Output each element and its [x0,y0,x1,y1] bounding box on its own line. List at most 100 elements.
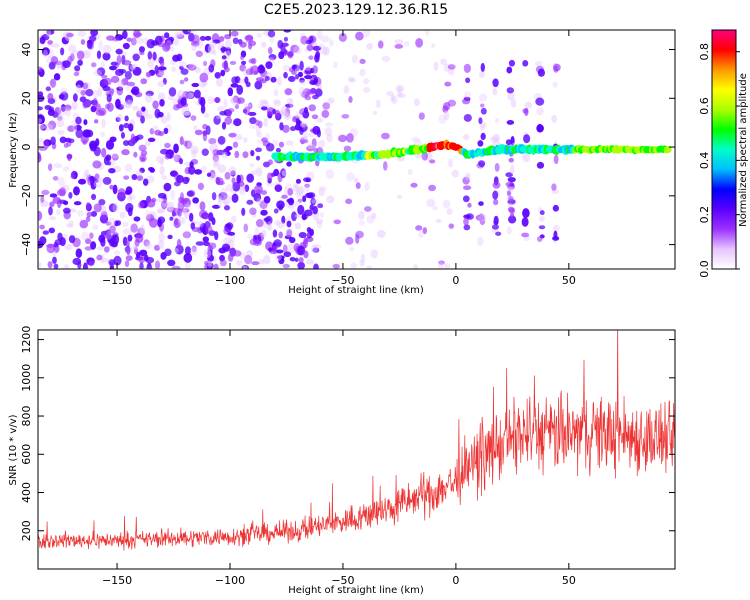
spectrogram-speckle [506,119,515,125]
spectrogram-speckle [47,92,54,101]
spectrogram-speckle [265,142,275,152]
spectrogram-speckle [177,208,182,217]
spectrogram-speckle [208,242,217,250]
spectrogram-speckle [197,220,204,228]
spectrogram-speckle [492,78,499,88]
spectrogram-speckle [173,217,179,226]
spectrogram-speckle [183,252,193,263]
spectrogram-speckle [281,170,287,177]
spectrogram-speckle [283,111,289,117]
spectrogram-speckle [311,199,320,204]
spectrogram-speckle [209,169,216,179]
x-tick-label: −150 [102,574,132,587]
spectrogram-speckle [480,121,487,128]
spectrogram-speckle [139,154,147,163]
spectrogram-speckle [191,149,197,159]
spectrogram-speckle [57,115,63,121]
spectrogram-speckle [491,224,500,230]
spectrogram-speckle [211,204,221,209]
spectrogram-speckle [194,169,203,175]
spectrogram-speckle [47,261,53,269]
spectrogram-speckle [522,152,531,163]
spectrogram-speckle [224,39,233,50]
spectrogram-speckle [505,172,513,178]
spectrogram-speckle [287,204,295,210]
spectrogram-speckle [89,175,95,186]
spectrogram-speckle [286,243,295,254]
spectrogram-speckle [306,227,312,233]
spectrogram-speckle [145,71,152,78]
spectrogram-speckle [286,220,292,228]
spectrogram-speckle [316,30,323,40]
spectrogram-speckle [135,37,144,44]
spectrogram-speckle [322,46,330,56]
spectrogram-speckle [495,231,502,236]
spectrogram-speckle [112,37,119,42]
spectrogram-speckle [269,36,275,43]
spectrogram-speckle [277,39,284,49]
spectrogram-speckle [305,259,314,265]
spectrogram-speckle [100,132,106,138]
y-tick-label: 400 [20,482,33,503]
spectrogram-speckle [67,44,77,53]
spectrogram-speckle [85,202,91,210]
spectrogram-speckle [480,103,485,108]
spectrogram-speckle [159,60,165,67]
spectrogram-x-label: Height of straight line (km) [288,285,424,296]
spectrogram-speckle [413,263,418,269]
spectrogram-speckle [162,42,171,52]
spectrogram-speckle [243,103,252,108]
spectrogram-speckle [312,125,321,135]
spectrogram-speckle [74,124,82,131]
spectrogram-speckle [179,79,185,85]
spectrogram-speckle [101,74,108,79]
spectrogram-speckle [96,67,106,76]
spectrogram-speckle [131,174,138,181]
spectrogram-speckle [64,243,73,251]
spectrogram-speckle [267,30,276,38]
spectrogram-speckle [125,102,130,108]
spectrogram-speckle [80,89,87,96]
spectrogram-speckle [102,52,111,61]
spectrogram-speckle [278,141,285,148]
spectrogram-speckle [494,163,500,172]
spectrogram-speckle [478,214,487,222]
spectrogram-speckle [213,157,220,167]
spectrogram-speckle [93,180,103,188]
spectrogram-speckle [212,153,219,163]
spectrogram-speckle [108,217,116,227]
spectrogram-speckle [302,239,308,248]
spectrogram-speckle [244,35,254,41]
spectrogram-speckle [253,192,262,202]
spectrogram-speckle [396,194,403,199]
spectrogram-speckle [266,224,273,231]
spectrogram-speckle [214,72,221,79]
spectrogram-speckle [324,127,333,137]
spectrogram-speckle [479,123,486,131]
spectrogram-speckle [77,209,84,217]
spectrogram-speckle [251,261,260,266]
spectrogram-speckle [83,119,88,126]
spectrogram-speckle [190,115,197,121]
spectrogram-speckle [180,192,185,202]
spectrogram-speckle [219,110,227,116]
spectrogram-speckle [189,161,194,168]
spectrogram-speckle [273,208,279,214]
spectrogram-speckle [309,80,318,86]
x-tick-label: −100 [215,274,245,287]
spectrogram-speckle [216,114,222,120]
spectrogram-speckle [359,58,366,65]
spectrogram-speckle [59,237,66,247]
spectrogram-speckle [411,136,420,142]
spectrogram-speckle [168,87,177,97]
spectrogram-speckle [551,114,557,124]
spectrogram-speckle [176,174,184,184]
spectrogram-trace-mark [665,145,672,153]
spectrogram-speckle [539,210,545,216]
spectrogram-speckle [146,213,155,222]
spectrogram-speckle [233,250,242,257]
spectrogram-speckle [163,127,169,135]
spectrogram-speckle [287,188,294,196]
spectrogram-speckle [494,118,500,124]
spectrogram-speckle [224,171,231,180]
